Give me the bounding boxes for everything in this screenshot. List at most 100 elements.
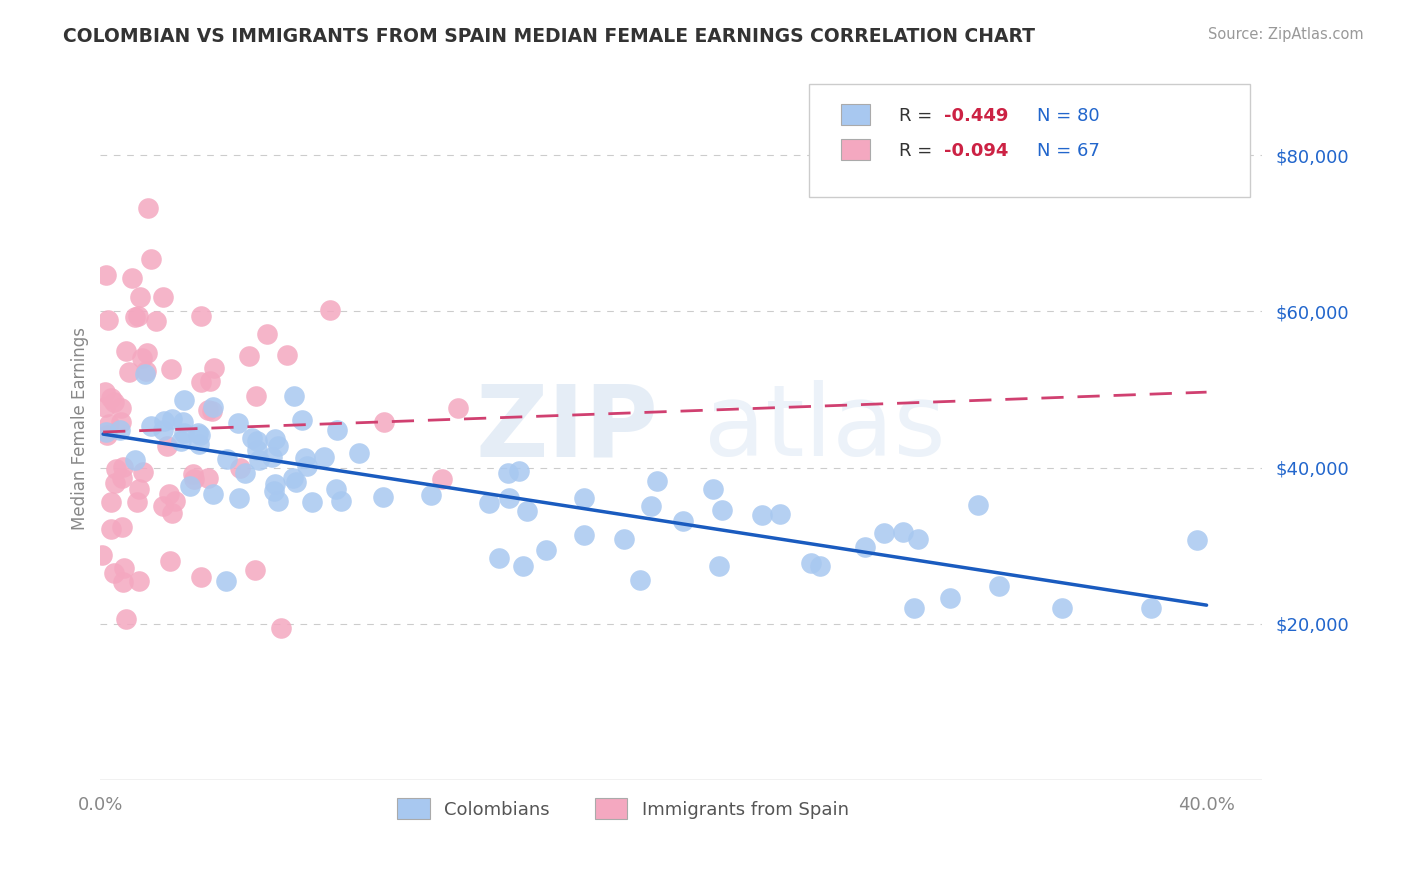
Point (128, 574, 150, 589)
Point (264, 477, 287, 491)
Point (134, 367, 156, 381)
Point (853, 540, 876, 554)
Point (267, 439, 290, 453)
Point (260, 450, 283, 465)
Point (284, 475, 307, 489)
Point (215, 574, 238, 588)
Point (1185, 533, 1208, 547)
Point (808, 559, 831, 574)
Point (94, 425, 117, 439)
Point (100, 392, 122, 406)
Point (301, 495, 323, 509)
Point (246, 434, 269, 448)
Point (152, 414, 174, 428)
Point (281, 471, 304, 485)
Point (115, 344, 138, 359)
Point (145, 314, 167, 328)
Point (228, 461, 250, 475)
Point (672, 515, 695, 529)
Text: N = 80: N = 80 (1036, 107, 1099, 125)
Point (112, 575, 135, 590)
Point (94, 268, 117, 282)
Point (112, 561, 135, 575)
Point (228, 491, 250, 505)
Point (420, 488, 443, 502)
Point (190, 309, 212, 323)
Point (190, 376, 212, 390)
Point (135, 363, 157, 377)
Point (270, 621, 292, 635)
Point (245, 389, 267, 403)
Text: ZIP: ZIP (475, 380, 658, 477)
Point (711, 503, 734, 517)
Point (139, 252, 162, 266)
Point (235, 466, 257, 480)
Point (200, 403, 222, 417)
Point (190, 570, 212, 584)
Point (127, 495, 149, 509)
Point (574, 491, 596, 505)
Point (430, 472, 453, 486)
Point (267, 494, 290, 508)
Point (702, 482, 724, 496)
Point (283, 389, 305, 403)
Point (152, 290, 174, 304)
Point (294, 451, 316, 466)
Point (373, 415, 395, 429)
Point (110, 401, 132, 415)
Point (108, 423, 131, 437)
Text: -0.094: -0.094 (943, 142, 1008, 161)
Point (110, 519, 132, 533)
Text: atlas: atlas (704, 380, 946, 477)
Point (202, 360, 225, 375)
Y-axis label: Median Female Earnings: Median Female Earnings (72, 327, 89, 530)
Legend: Colombians, Immigrants from Spain: Colombians, Immigrants from Spain (382, 784, 863, 834)
Point (903, 601, 925, 615)
Point (645, 475, 668, 489)
Point (873, 526, 896, 541)
Point (124, 452, 146, 467)
Point (330, 494, 353, 508)
Point (100, 495, 122, 509)
Point (312, 450, 335, 464)
Point (104, 476, 127, 491)
Point (159, 554, 181, 568)
Point (94, 385, 117, 400)
Point (183, 472, 205, 486)
Text: R =: R = (900, 107, 938, 125)
Point (162, 412, 184, 426)
Point (295, 458, 318, 473)
Point (512, 558, 534, 573)
Point (163, 494, 186, 508)
Point (90, 548, 112, 562)
Point (202, 401, 225, 415)
Point (447, 401, 470, 416)
Point (197, 402, 219, 417)
Point (129, 290, 152, 304)
Text: R =: R = (900, 142, 938, 161)
Point (103, 395, 125, 409)
Point (127, 309, 149, 323)
Point (572, 528, 595, 542)
Point (188, 427, 211, 442)
Point (152, 423, 174, 437)
Point (179, 479, 201, 493)
Point (256, 327, 278, 342)
Point (173, 425, 195, 440)
Point (515, 504, 537, 518)
Point (124, 310, 146, 325)
Point (988, 579, 1011, 593)
Point (242, 431, 264, 445)
Point (111, 471, 134, 485)
Point (276, 348, 298, 362)
Point (709, 559, 731, 574)
Point (319, 303, 342, 318)
Point (160, 506, 183, 520)
Point (907, 532, 929, 546)
Point (98, 417, 121, 432)
Point (1140, 601, 1163, 615)
Text: Source: ZipAtlas.com: Source: ZipAtlas.com (1208, 27, 1364, 42)
Point (498, 491, 520, 505)
Point (139, 419, 162, 434)
Point (371, 490, 394, 504)
